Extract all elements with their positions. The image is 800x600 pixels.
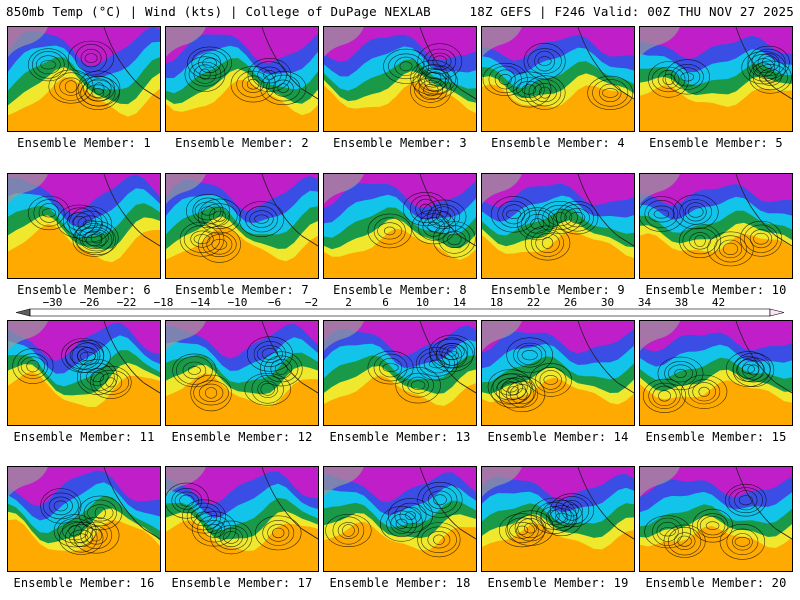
ensemble-map-panel xyxy=(7,26,161,132)
temperature-field-map xyxy=(324,321,476,425)
ensemble-member-label: Ensemble Member: 19 xyxy=(487,576,629,590)
ensemble-map-panel xyxy=(639,26,793,132)
temperature-field-map xyxy=(482,467,634,571)
temperature-field-map xyxy=(166,321,318,425)
ensemble-member-label: Ensemble Member: 13 xyxy=(329,430,471,444)
ensemble-map-panel xyxy=(7,173,161,279)
colorbar-tick-label: 26 xyxy=(564,296,577,309)
ensemble-member-label: Ensemble Member: 2 xyxy=(175,136,309,150)
colorbar-tick-label: 42 xyxy=(712,296,725,309)
ensemble-member-label: Ensemble Member: 8 xyxy=(333,283,467,297)
ensemble-map-panel xyxy=(323,320,477,426)
ensemble-member-label: Ensemble Member: 15 xyxy=(645,430,787,444)
ensemble-member-label: Ensemble Member: 3 xyxy=(333,136,467,150)
ensemble-map-panel xyxy=(481,26,635,132)
colorbar-tick-label: 14 xyxy=(453,296,467,309)
ensemble-map-panel xyxy=(639,466,793,572)
temperature-field-map xyxy=(166,174,318,278)
ensemble-member-label: Ensemble Member: 14 xyxy=(487,430,629,444)
temperature-field-map xyxy=(8,467,160,571)
ensemble-map-panel xyxy=(481,173,635,279)
colorbar-tick-label: −26 xyxy=(80,296,100,309)
colorbar-tick-label: 18 xyxy=(490,296,503,309)
temperature-field-map xyxy=(8,321,160,425)
temperature-field-map xyxy=(324,27,476,131)
ensemble-map-panel xyxy=(481,466,635,572)
colorbar-tick-label: 38 xyxy=(675,296,688,309)
ensemble-map-panel xyxy=(639,173,793,279)
temperature-field-map xyxy=(482,321,634,425)
temperature-field-map xyxy=(324,467,476,571)
colorbar-tick-label: 10 xyxy=(416,296,429,309)
temperature-field-map xyxy=(640,27,792,131)
ensemble-member-label: Ensemble Member: 1 xyxy=(17,136,151,150)
temperature-field-map xyxy=(166,27,318,131)
ensemble-map-panel xyxy=(323,26,477,132)
colorbar-tick-label: 2 xyxy=(345,296,352,309)
ensemble-member-label: Ensemble Member: 11 xyxy=(13,430,155,444)
ensemble-map-panel xyxy=(7,466,161,572)
colorbar-tick-label: 30 xyxy=(601,296,614,309)
colorbar-tick-label: −18 xyxy=(154,296,174,309)
ensemble-member-label: Ensemble Member: 5 xyxy=(649,136,783,150)
colorbar-tick-label: 34 xyxy=(638,296,652,309)
temperature-field-map xyxy=(8,174,160,278)
colorbar-tick-label: −2 xyxy=(305,296,318,309)
temperature-field-map xyxy=(640,321,792,425)
temperature-field-map xyxy=(8,27,160,131)
ensemble-map-panel xyxy=(165,26,319,132)
ensemble-map-panel xyxy=(165,466,319,572)
map-title: 850mb Temp (°C) | Wind (kts) | College o… xyxy=(6,4,431,19)
colorbar-tick-label: −10 xyxy=(228,296,248,309)
ensemble-member-label: Ensemble Member: 9 xyxy=(491,283,625,297)
ensemble-member-label: Ensemble Member: 4 xyxy=(491,136,625,150)
temperature-field-map xyxy=(640,174,792,278)
ensemble-member-label: Ensemble Member: 12 xyxy=(171,430,313,444)
ensemble-member-label: Ensemble Member: 17 xyxy=(171,576,313,590)
colorbar-tick-label: −14 xyxy=(191,296,211,309)
colorbar-tick-label: −6 xyxy=(268,296,281,309)
ensemble-map-panel xyxy=(639,320,793,426)
temperature-field-map xyxy=(482,27,634,131)
ensemble-member-label: Ensemble Member: 18 xyxy=(329,576,471,590)
ensemble-member-label: Ensemble Member: 16 xyxy=(13,576,155,590)
temperature-field-map xyxy=(166,467,318,571)
ensemble-member-label: Ensemble Member: 20 xyxy=(645,576,787,590)
ensemble-map-panel xyxy=(165,173,319,279)
colorbar-tick-label: 6 xyxy=(382,296,389,309)
ensemble-map-panel xyxy=(323,466,477,572)
temperature-field-map xyxy=(482,174,634,278)
temperature-field-map xyxy=(640,467,792,571)
temperature-field-map xyxy=(324,174,476,278)
ensemble-map-panel xyxy=(7,320,161,426)
ensemble-map-panel xyxy=(165,320,319,426)
colorbar-tick-label: −22 xyxy=(117,296,137,309)
ensemble-map-panel xyxy=(323,173,477,279)
colorbar-tick-label: 22 xyxy=(527,296,540,309)
ensemble-map-panel xyxy=(481,320,635,426)
temperature-colorbar: −30 −26 −22 −18 −14 −10 −6 −2 2 6 10 14 18 22 26 30 34 38… xyxy=(15,296,785,317)
valid-time: 18Z GEFS | F246 Valid: 00Z THU NOV 27 20… xyxy=(469,4,794,19)
ensemble-member-label: Ensemble Member: 6 xyxy=(17,283,151,297)
colorbar-tick-label: −30 xyxy=(43,296,63,309)
ensemble-member-label: Ensemble Member: 10 xyxy=(645,283,787,297)
ensemble-member-label: Ensemble Member: 7 xyxy=(175,283,309,297)
